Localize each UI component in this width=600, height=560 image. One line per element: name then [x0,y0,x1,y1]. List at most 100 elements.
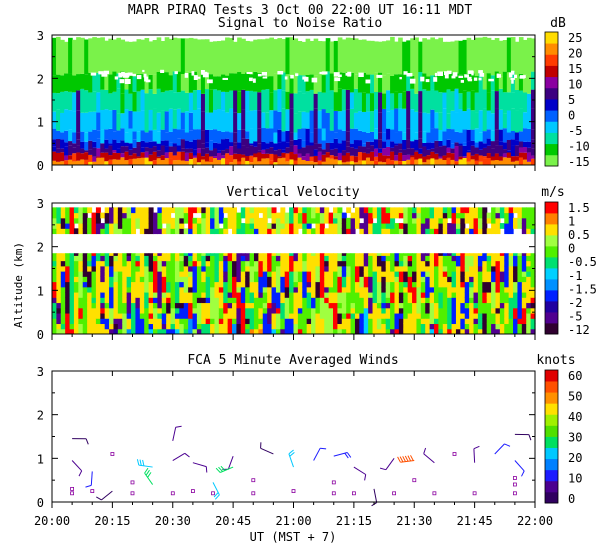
vel-cell [403,323,409,330]
snr-cell [365,40,371,75]
vel-cell [328,217,334,224]
snr-cell [398,161,403,165]
vel-cell [201,302,207,309]
snr-cell [112,71,118,92]
calm-marker [472,491,477,496]
vel-cell [262,328,268,335]
snr-cell [458,109,464,133]
vel-cell [477,286,483,293]
vel-cell [284,292,290,298]
vel-cell [113,212,119,219]
snr-cell [160,129,166,141]
vel-cell [359,307,365,314]
vel-cell [302,253,308,256]
snr-cell [56,152,61,162]
snr-cell [382,141,387,149]
vel-cell [289,255,295,262]
vel-cell [214,307,220,314]
snr-cell [502,128,508,143]
vel-cell [139,323,145,330]
vel-cell [253,223,259,229]
wind-barb-feather [139,459,142,466]
x-tick-label: 20:45 [215,514,251,528]
vel-cell [420,323,426,330]
vel-cell [363,281,369,288]
vel-cell [192,265,198,272]
vel-cell [359,281,365,288]
vel-cell [166,286,172,293]
vel-cell [183,255,189,262]
vel-cell [398,207,404,214]
vel-cell [271,292,277,298]
vel-cell [249,217,255,224]
vel-cell [350,276,356,283]
vel-cell [425,286,431,293]
snr-cell [321,161,327,165]
vel-cell [271,271,277,277]
snr-cell [116,142,122,149]
vel-cell [100,297,106,304]
vel-cell [495,297,501,304]
vel-cell [306,286,312,293]
vel-cell [311,313,317,319]
vel-cell [354,253,360,256]
snr-cell [184,152,190,162]
snr-cell [478,91,484,111]
vel-cell [223,328,229,335]
vel-cell [337,276,343,283]
vel-cell [113,223,119,229]
vel-cell [174,281,180,288]
wind-barb-staff [101,490,113,501]
vel-cell [337,323,343,330]
snr-cell [418,138,423,149]
vel-cell [315,328,321,335]
vel-cell [293,302,299,309]
snr-cell [56,130,61,139]
vel-cell [508,212,514,219]
snr-cell [398,152,403,162]
vel-cell [346,260,352,267]
vel-cell [438,323,444,330]
snr-cell [365,111,371,133]
vel-cell [183,271,189,277]
vel-cell [398,223,404,229]
vel-cell [174,223,180,229]
vel-cell [275,223,281,229]
snr-gap [126,73,133,76]
snr-cell [470,155,476,160]
vel-cell [350,217,356,224]
vel-cell [218,255,224,262]
vel-cell [508,297,514,304]
vel-cell [495,253,501,256]
snr-cell [442,141,448,146]
snr-gap [473,77,478,81]
vel-cell [438,313,444,319]
vel-cell [376,271,382,277]
vel-cell [267,302,273,309]
vel-cell [504,223,510,229]
snr-cell [498,160,504,165]
snr-cell [382,148,387,156]
snr-cell [514,110,520,133]
vel-cell [460,223,466,229]
vel-cell [236,297,242,304]
snr-cell [237,113,242,130]
vel-cell [240,265,246,272]
snr-cell [378,161,383,165]
snr-cell [361,152,367,161]
snr-cell [76,160,81,165]
vel-cell [368,307,374,314]
vel-cell [368,207,374,214]
snr-cell [329,90,335,110]
snr-cell [337,111,343,130]
vel-cell [363,265,369,272]
vel-cell [526,286,532,293]
snr-cell [297,111,303,130]
snr-cell [422,112,427,132]
vel-cell [491,223,497,229]
vel-cell [192,271,198,277]
vel-cell [451,297,457,304]
vel-cell [271,276,277,283]
snr-cell [462,145,468,157]
snr-cell [233,41,238,74]
